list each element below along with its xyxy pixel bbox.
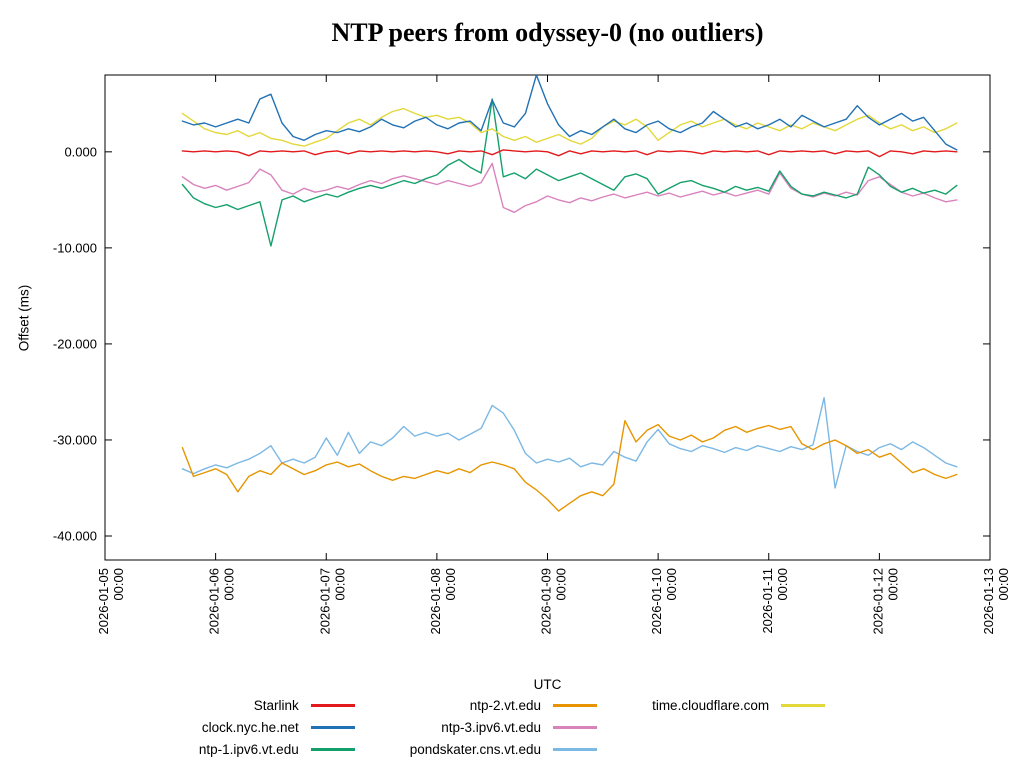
x-tick-label: 2026-01-0700:00 — [317, 568, 347, 635]
y-tick-label: -40.000 — [53, 528, 97, 543]
y-tick-label: -30.000 — [53, 432, 97, 447]
x-tick-label: 2026-01-1300:00 — [981, 568, 1011, 635]
x-tick-label: 2026-01-1200:00 — [870, 568, 900, 635]
legend-swatch — [553, 725, 598, 729]
series-line-ntp-1.ipv6.vt.edu — [181, 98, 958, 247]
series-line-Starlink — [181, 149, 958, 158]
series-line-ntp-2.vt.edu — [181, 420, 958, 512]
legend-item: pondskater.cns.vt.edu — [409, 738, 598, 760]
legend-swatch — [310, 747, 355, 751]
legend-label: ntp-2.vt.edu — [469, 697, 542, 713]
legend-swatch — [553, 703, 598, 707]
legend-swatch — [781, 703, 826, 707]
y-tick-label: -20.000 — [53, 336, 97, 351]
legend-column: Starlink clock.nyc.he.net ntp-1.ipv6.vt.ed… — [199, 694, 355, 760]
legend-label: ntp-1.ipv6.vt.edu — [198, 741, 299, 757]
legend-label: clock.nyc.he.net — [201, 719, 299, 735]
series-line-time.cloudflare.com — [181, 107, 958, 147]
series-line-ntp-3.ipv6.vt.edu — [181, 162, 958, 214]
legend-swatch — [310, 725, 355, 729]
x-tick-label: 2026-01-0900:00 — [539, 568, 569, 635]
plot-border — [104, 74, 991, 561]
x-tick-label: 2026-01-0600:00 — [207, 568, 237, 635]
x-tick-label: 2026-01-1000:00 — [649, 568, 679, 635]
legend-swatch — [310, 703, 355, 707]
y-tick-label: 0.000 — [64, 144, 97, 159]
legend: Starlink clock.nyc.he.net ntp-1.ipv6.vt.ed… — [0, 694, 1024, 760]
x-tick-label: 2026-01-0500:00 — [96, 568, 126, 635]
legend-label: ntp-3.ipv6.vt.edu — [441, 719, 542, 735]
x-tick-label: 2026-01-0800:00 — [428, 568, 458, 635]
legend-label: time.cloudflare.com — [652, 697, 770, 713]
legend-item: ntp-3.ipv6.vt.edu — [410, 716, 598, 738]
series-line-clock.nyc.he.net — [181, 75, 958, 151]
chart-title: NTP peers from odyssey-0 (no outliers) — [331, 18, 764, 47]
legend-item: time.cloudflare.com — [652, 694, 826, 716]
legend-item: clock.nyc.he.net — [199, 716, 355, 738]
legend-item: ntp-2.vt.edu — [410, 694, 598, 716]
x-tick-label: 2026-01-1100:00 — [760, 568, 790, 634]
legend-column: time.cloudflare.com — [652, 694, 826, 716]
y-tick-label: -10.000 — [53, 240, 97, 255]
legend-swatch — [553, 747, 598, 751]
legend-item: ntp-1.ipv6.vt.edu — [199, 738, 355, 760]
legend-item: Starlink — [199, 694, 355, 716]
legend-label: Starlink — [253, 697, 299, 713]
x-axis-label: UTC — [533, 677, 562, 692]
series-line-pondskater.cns.vt.edu — [181, 397, 958, 489]
legend-column: ntp-2.vt.edu ntp-3.ipv6.vt.edu pondskater.… — [409, 694, 598, 760]
legend-label: pondskater.cns.vt.edu — [409, 741, 542, 757]
